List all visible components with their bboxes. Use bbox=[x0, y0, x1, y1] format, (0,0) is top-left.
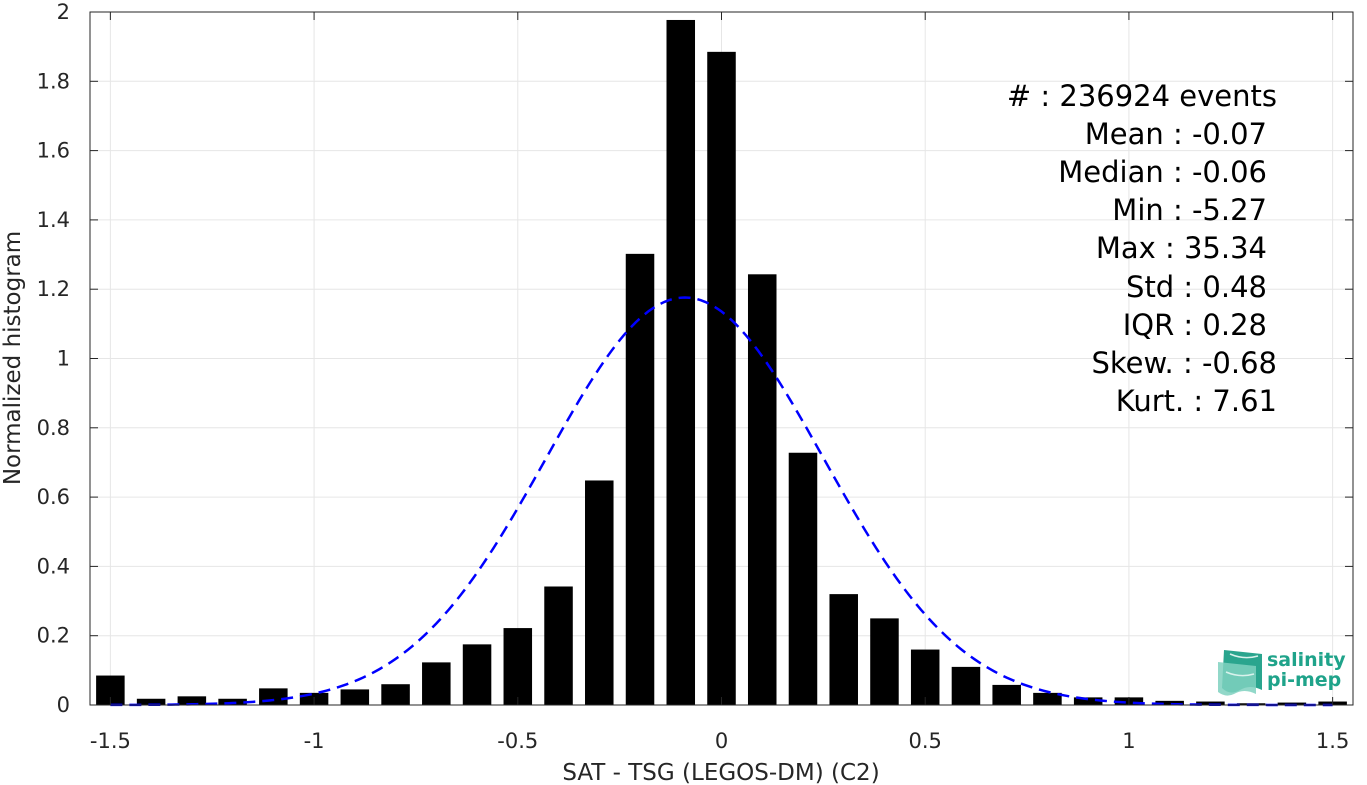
histogram-bar bbox=[992, 684, 1021, 705]
histogram-bar bbox=[666, 19, 696, 706]
stat-count: # : 236924 events bbox=[1007, 79, 1277, 113]
histogram-bar bbox=[829, 594, 858, 705]
x-tick-label: -1.5 bbox=[90, 729, 131, 753]
y-tick-label: 1.6 bbox=[37, 139, 70, 163]
histogram-bar bbox=[381, 684, 410, 705]
histogram-bar bbox=[788, 452, 818, 705]
histogram-bar bbox=[707, 51, 736, 706]
histogram-bar bbox=[870, 618, 899, 705]
histogram-bar bbox=[1033, 692, 1062, 705]
y-axis-title: Normalized histogram bbox=[0, 231, 26, 485]
stat-max: Max : 35.34 bbox=[1096, 231, 1267, 265]
y-tick-label: 1.8 bbox=[37, 69, 70, 93]
histogram-bar bbox=[340, 689, 370, 705]
histogram-bar bbox=[544, 586, 573, 705]
stat-iqr: IQR : 0.28 bbox=[1123, 308, 1267, 342]
y-tick-label: 2 bbox=[57, 0, 70, 24]
histogram-bar bbox=[625, 253, 655, 705]
histogram-bar bbox=[503, 628, 533, 705]
stat-min: Min : -5.27 bbox=[1112, 193, 1267, 227]
logo-text-line2: pi-mep bbox=[1267, 669, 1341, 691]
histogram-bar bbox=[1196, 701, 1225, 705]
wave-logo-icon bbox=[1218, 650, 1262, 696]
y-tick-label: 0.8 bbox=[37, 416, 70, 440]
y-tick-label: 1 bbox=[57, 347, 70, 371]
x-tick-label: -0.5 bbox=[497, 729, 538, 753]
stat-kurt: Kurt. : 7.61 bbox=[1116, 384, 1277, 418]
y-tick-label: 1.4 bbox=[37, 208, 70, 232]
histogram-bar bbox=[259, 688, 288, 705]
stat-skew: Skew. : -0.68 bbox=[1091, 346, 1277, 380]
histogram-bar bbox=[136, 698, 166, 705]
stat-median: Median : -0.06 bbox=[1058, 155, 1267, 189]
statistics-box: # : 236924 events Mean : -0.07 Median : … bbox=[1007, 79, 1277, 418]
y-tick-label: 1.2 bbox=[37, 277, 70, 301]
y-tick-label: 0.4 bbox=[37, 554, 70, 578]
x-tick-label: 0 bbox=[715, 729, 728, 753]
x-tick-label: -1 bbox=[304, 729, 325, 753]
histogram-bar bbox=[462, 644, 492, 705]
histogram-bar bbox=[951, 666, 981, 705]
histogram-bar bbox=[747, 274, 777, 705]
histogram-bar bbox=[422, 662, 451, 705]
y-tick-label: 0 bbox=[57, 693, 70, 717]
logo-text-line1: salinity bbox=[1267, 649, 1346, 671]
x-tick-labels: -1.5 -1 -0.5 0 0.5 1 1.5 bbox=[90, 729, 1349, 753]
x-tick-label: 0.5 bbox=[909, 729, 942, 753]
histogram-bar bbox=[910, 649, 940, 705]
x-tick-label: 1.5 bbox=[1316, 729, 1349, 753]
x-tick-label: 1 bbox=[1122, 729, 1135, 753]
stat-mean: Mean : -0.07 bbox=[1085, 117, 1267, 151]
x-axis-title: SAT - TSG (LEGOS-DM) (C2) bbox=[562, 760, 879, 785]
histogram-bar bbox=[1155, 700, 1184, 705]
histogram-bar bbox=[1073, 697, 1103, 705]
gaussian-fit-curve bbox=[110, 296, 1333, 707]
y-tick-label: 0.6 bbox=[37, 485, 70, 509]
axis-ticks bbox=[90, 11, 1353, 706]
histogram-bar bbox=[585, 480, 614, 705]
histogram-bar bbox=[177, 696, 207, 705]
y-tick-labels: 0 0.2 0.4 0.6 0.8 1 1.2 1.4 1.6 1.8 2 bbox=[37, 0, 70, 717]
y-tick-label: 0.2 bbox=[37, 624, 70, 648]
stat-std: Std : 0.48 bbox=[1126, 270, 1267, 304]
salinity-pimep-logo: salinity pi-mep bbox=[1218, 649, 1346, 696]
